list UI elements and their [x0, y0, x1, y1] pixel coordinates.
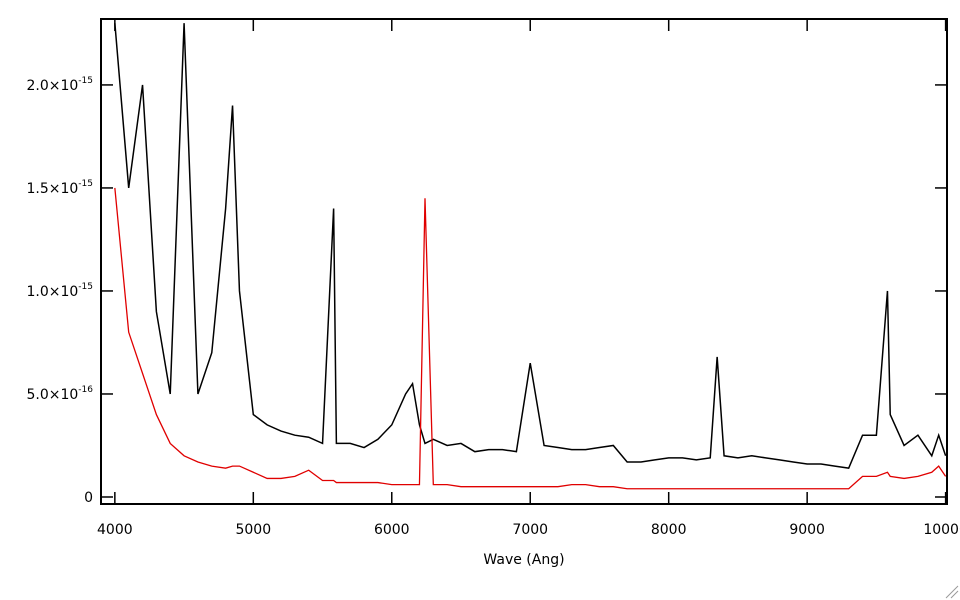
y-tick-label: 2.0×10-15 [26, 76, 93, 94]
spectrum-line [114, 23, 947, 469]
y-tick-label-base: 1.5×10 [26, 181, 78, 197]
y-tick-label: 0 [84, 490, 93, 506]
y-tick-label-exponent: -15 [78, 282, 93, 292]
y-tick-label: 5.0×10-16 [26, 385, 93, 403]
y-tick-label-exponent: -15 [78, 179, 93, 189]
y-tick-label: 1.5×10-15 [26, 179, 93, 197]
y-tick-label-exponent: -16 [78, 385, 93, 395]
x-tick-label: 4000 [97, 522, 133, 538]
x-axis-label: Wave (Ang) [483, 552, 564, 568]
plot-area [114, 23, 947, 490]
x-tick-label: 6000 [374, 522, 410, 538]
x-tick-label: 7000 [512, 522, 548, 538]
y-tick-label-exponent: -15 [78, 76, 93, 86]
x-tick-label: 5000 [235, 522, 271, 538]
x-tick-label: 8000 [651, 522, 687, 538]
y-tick-label-base: 1.0×10 [26, 284, 78, 300]
y-tick-label-base: 5.0×10 [26, 387, 78, 403]
y-tick-label-base: 2.0×10 [26, 78, 78, 94]
x-tick-label: 9000 [789, 522, 825, 538]
spectrum-line [114, 187, 947, 490]
resize-grip [945, 585, 959, 599]
y-tick-label: 1.0×10-15 [26, 282, 93, 300]
plot-frame [100, 18, 948, 505]
